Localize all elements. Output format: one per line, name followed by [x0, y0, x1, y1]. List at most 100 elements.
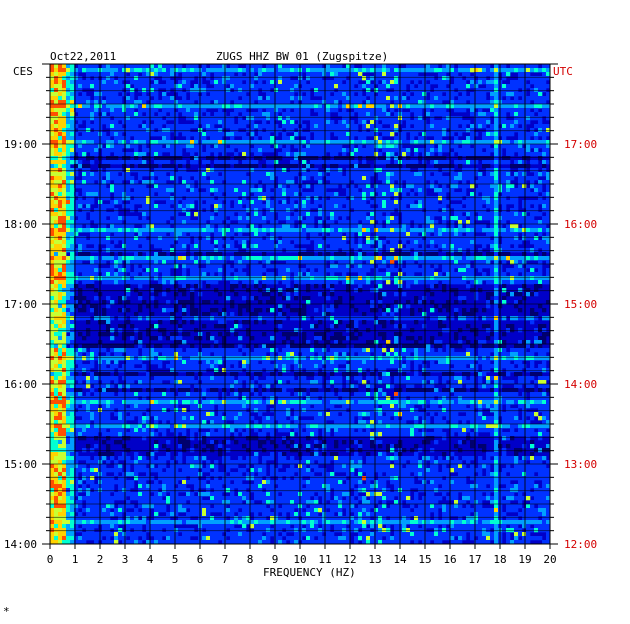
- heatmap-cell: [282, 124, 287, 129]
- heatmap-cell: [226, 96, 231, 101]
- heatmap-cell: [490, 96, 495, 101]
- heatmap-cell: [170, 96, 175, 101]
- heatmap-cell: [274, 168, 279, 173]
- heatmap-cell: [158, 220, 163, 225]
- heatmap-cell: [530, 112, 535, 117]
- heatmap-cell: [302, 64, 307, 69]
- heatmap-cell: [374, 236, 379, 241]
- heatmap-cell: [442, 196, 447, 201]
- heatmap-cell: [186, 204, 191, 209]
- heatmap-cell: [186, 116, 191, 121]
- heatmap-cell: [434, 228, 439, 233]
- heatmap-cell: [366, 180, 371, 185]
- heatmap-cell: [534, 252, 539, 257]
- heatmap-cell: [482, 192, 487, 197]
- heatmap-cell: [546, 188, 551, 193]
- heatmap-cell: [406, 104, 411, 109]
- heatmap-cell: [334, 196, 339, 201]
- heatmap-cell: [394, 216, 399, 221]
- heatmap-cell: [278, 76, 283, 81]
- heatmap-cell: [346, 92, 351, 97]
- heatmap-cell: [134, 192, 139, 197]
- heatmap-cell: [442, 236, 447, 241]
- heatmap-cell: [90, 236, 95, 241]
- heatmap-cell: [330, 80, 335, 85]
- heatmap-cell: [322, 84, 327, 89]
- heatmap-cell: [438, 72, 443, 77]
- heatmap-cell: [226, 172, 231, 177]
- heatmap-cell: [374, 80, 379, 85]
- heatmap-cell: [490, 240, 495, 245]
- heatmap-cell: [270, 216, 275, 221]
- heatmap-cell: [250, 80, 255, 85]
- heatmap-cell: [250, 204, 255, 209]
- heatmap-cell: [338, 204, 343, 209]
- heatmap-cell: [66, 136, 71, 141]
- heatmap-cell: [78, 120, 83, 125]
- heatmap-cell: [430, 228, 435, 233]
- heatmap-cell: [266, 144, 271, 149]
- heatmap-cell: [330, 220, 335, 225]
- heatmap-cell: [218, 128, 223, 133]
- heatmap-cell: [546, 68, 551, 73]
- heatmap-cell: [234, 224, 239, 229]
- heatmap-cell: [422, 180, 427, 185]
- heatmap-cell: [94, 256, 99, 261]
- heatmap-cell: [178, 124, 183, 129]
- heatmap-cell: [478, 124, 483, 129]
- heatmap-cell: [118, 72, 123, 77]
- heatmap-cell: [126, 136, 131, 141]
- heatmap-cell: [86, 140, 91, 145]
- heatmap-cell: [438, 204, 443, 209]
- heatmap-cell: [266, 228, 271, 233]
- heatmap-cell: [174, 192, 179, 197]
- heatmap-cell: [110, 120, 115, 125]
- heatmap-cell: [210, 116, 215, 121]
- heatmap-cell: [210, 156, 215, 161]
- heatmap-cell: [354, 220, 359, 225]
- heatmap-cell: [218, 148, 223, 153]
- heatmap-cell: [282, 212, 287, 217]
- heatmap-cell: [106, 124, 111, 129]
- heatmap-cell: [414, 248, 419, 253]
- heatmap-cell: [94, 248, 99, 253]
- heatmap-cell: [306, 136, 311, 141]
- heatmap-cell: [182, 124, 187, 129]
- heatmap-cell: [110, 96, 115, 101]
- heatmap-cell: [66, 196, 71, 201]
- heatmap-cell: [54, 112, 59, 117]
- heatmap-cell: [490, 244, 495, 249]
- heatmap-cell: [430, 224, 435, 229]
- heatmap-cell: [218, 72, 223, 77]
- heatmap-cell: [510, 248, 515, 253]
- heatmap-cell: [130, 64, 135, 69]
- heatmap-cell: [218, 88, 223, 93]
- heatmap-cell: [122, 112, 127, 117]
- heatmap-cell: [358, 260, 363, 265]
- heatmap-cell: [162, 244, 167, 249]
- heatmap-cell: [178, 156, 183, 161]
- heatmap-cell: [274, 156, 279, 161]
- heatmap-cell: [490, 128, 495, 133]
- heatmap-cell: [462, 244, 467, 249]
- heatmap-cell: [78, 228, 83, 233]
- heatmap-cell: [70, 72, 75, 77]
- heatmap-cell: [126, 156, 131, 161]
- heatmap-cell: [334, 92, 339, 97]
- heatmap-cell: [510, 120, 515, 125]
- heatmap-cell: [306, 200, 311, 205]
- heatmap-cell: [158, 84, 163, 89]
- heatmap-cell: [542, 248, 547, 253]
- heatmap-cell: [154, 232, 159, 237]
- heatmap-cell: [530, 228, 535, 233]
- heatmap-cell: [294, 192, 299, 197]
- heatmap-cell: [274, 164, 279, 169]
- heatmap-cell: [486, 128, 491, 133]
- heatmap-cell: [470, 172, 475, 177]
- heatmap-cell: [386, 168, 391, 173]
- heatmap-cell: [82, 212, 87, 217]
- heatmap-cell: [410, 192, 415, 197]
- heatmap-cell: [250, 64, 255, 69]
- heatmap-cell: [206, 204, 211, 209]
- heatmap-cell: [146, 64, 151, 69]
